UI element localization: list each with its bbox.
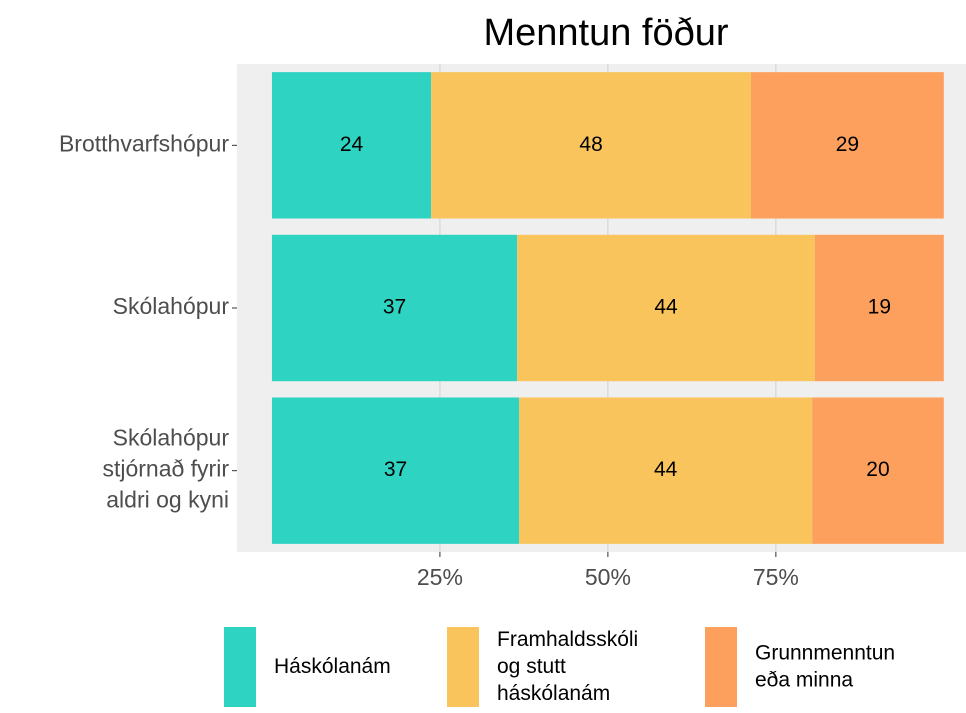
value-label: 24 — [340, 133, 364, 156]
legend-key — [224, 627, 256, 707]
bar-segment — [750, 72, 944, 219]
y-tick-label: Skólahópur stjórnað fyrir aldri og kyni — [102, 425, 229, 513]
x-tick-label: 25% — [417, 564, 463, 590]
bar-segment — [431, 72, 751, 219]
bar-segment — [519, 397, 813, 544]
value-label: 37 — [384, 458, 407, 481]
value-label: 20 — [866, 458, 889, 481]
value-label: 29 — [836, 133, 859, 156]
legend-key — [447, 627, 479, 707]
y-tick-label: Skólahópur — [113, 293, 230, 319]
legend-label: Grunnmenntun eða minna — [755, 641, 895, 691]
bar-segment — [812, 397, 944, 544]
value-label: 48 — [579, 133, 602, 156]
value-label: 19 — [868, 296, 891, 319]
bar-segment — [814, 234, 944, 382]
x-tick-label: 50% — [585, 564, 631, 590]
value-label: 37 — [383, 296, 406, 319]
value-label: 44 — [654, 296, 678, 319]
legend-label: Háskólanám — [274, 655, 391, 678]
bar-segment — [271, 397, 520, 544]
bar-segment — [517, 234, 815, 382]
bar-segment — [271, 72, 432, 219]
x-tick-label: 75% — [753, 564, 799, 590]
bar-segment — [271, 234, 518, 382]
legend-key — [705, 627, 737, 707]
value-label: 44 — [654, 458, 678, 481]
legend-label: Framhaldsskóli og stutt háskólanám — [497, 628, 638, 705]
chart-title: Menntun föður — [483, 12, 728, 54]
y-tick-label: Brotthvarfshópur — [59, 130, 229, 156]
